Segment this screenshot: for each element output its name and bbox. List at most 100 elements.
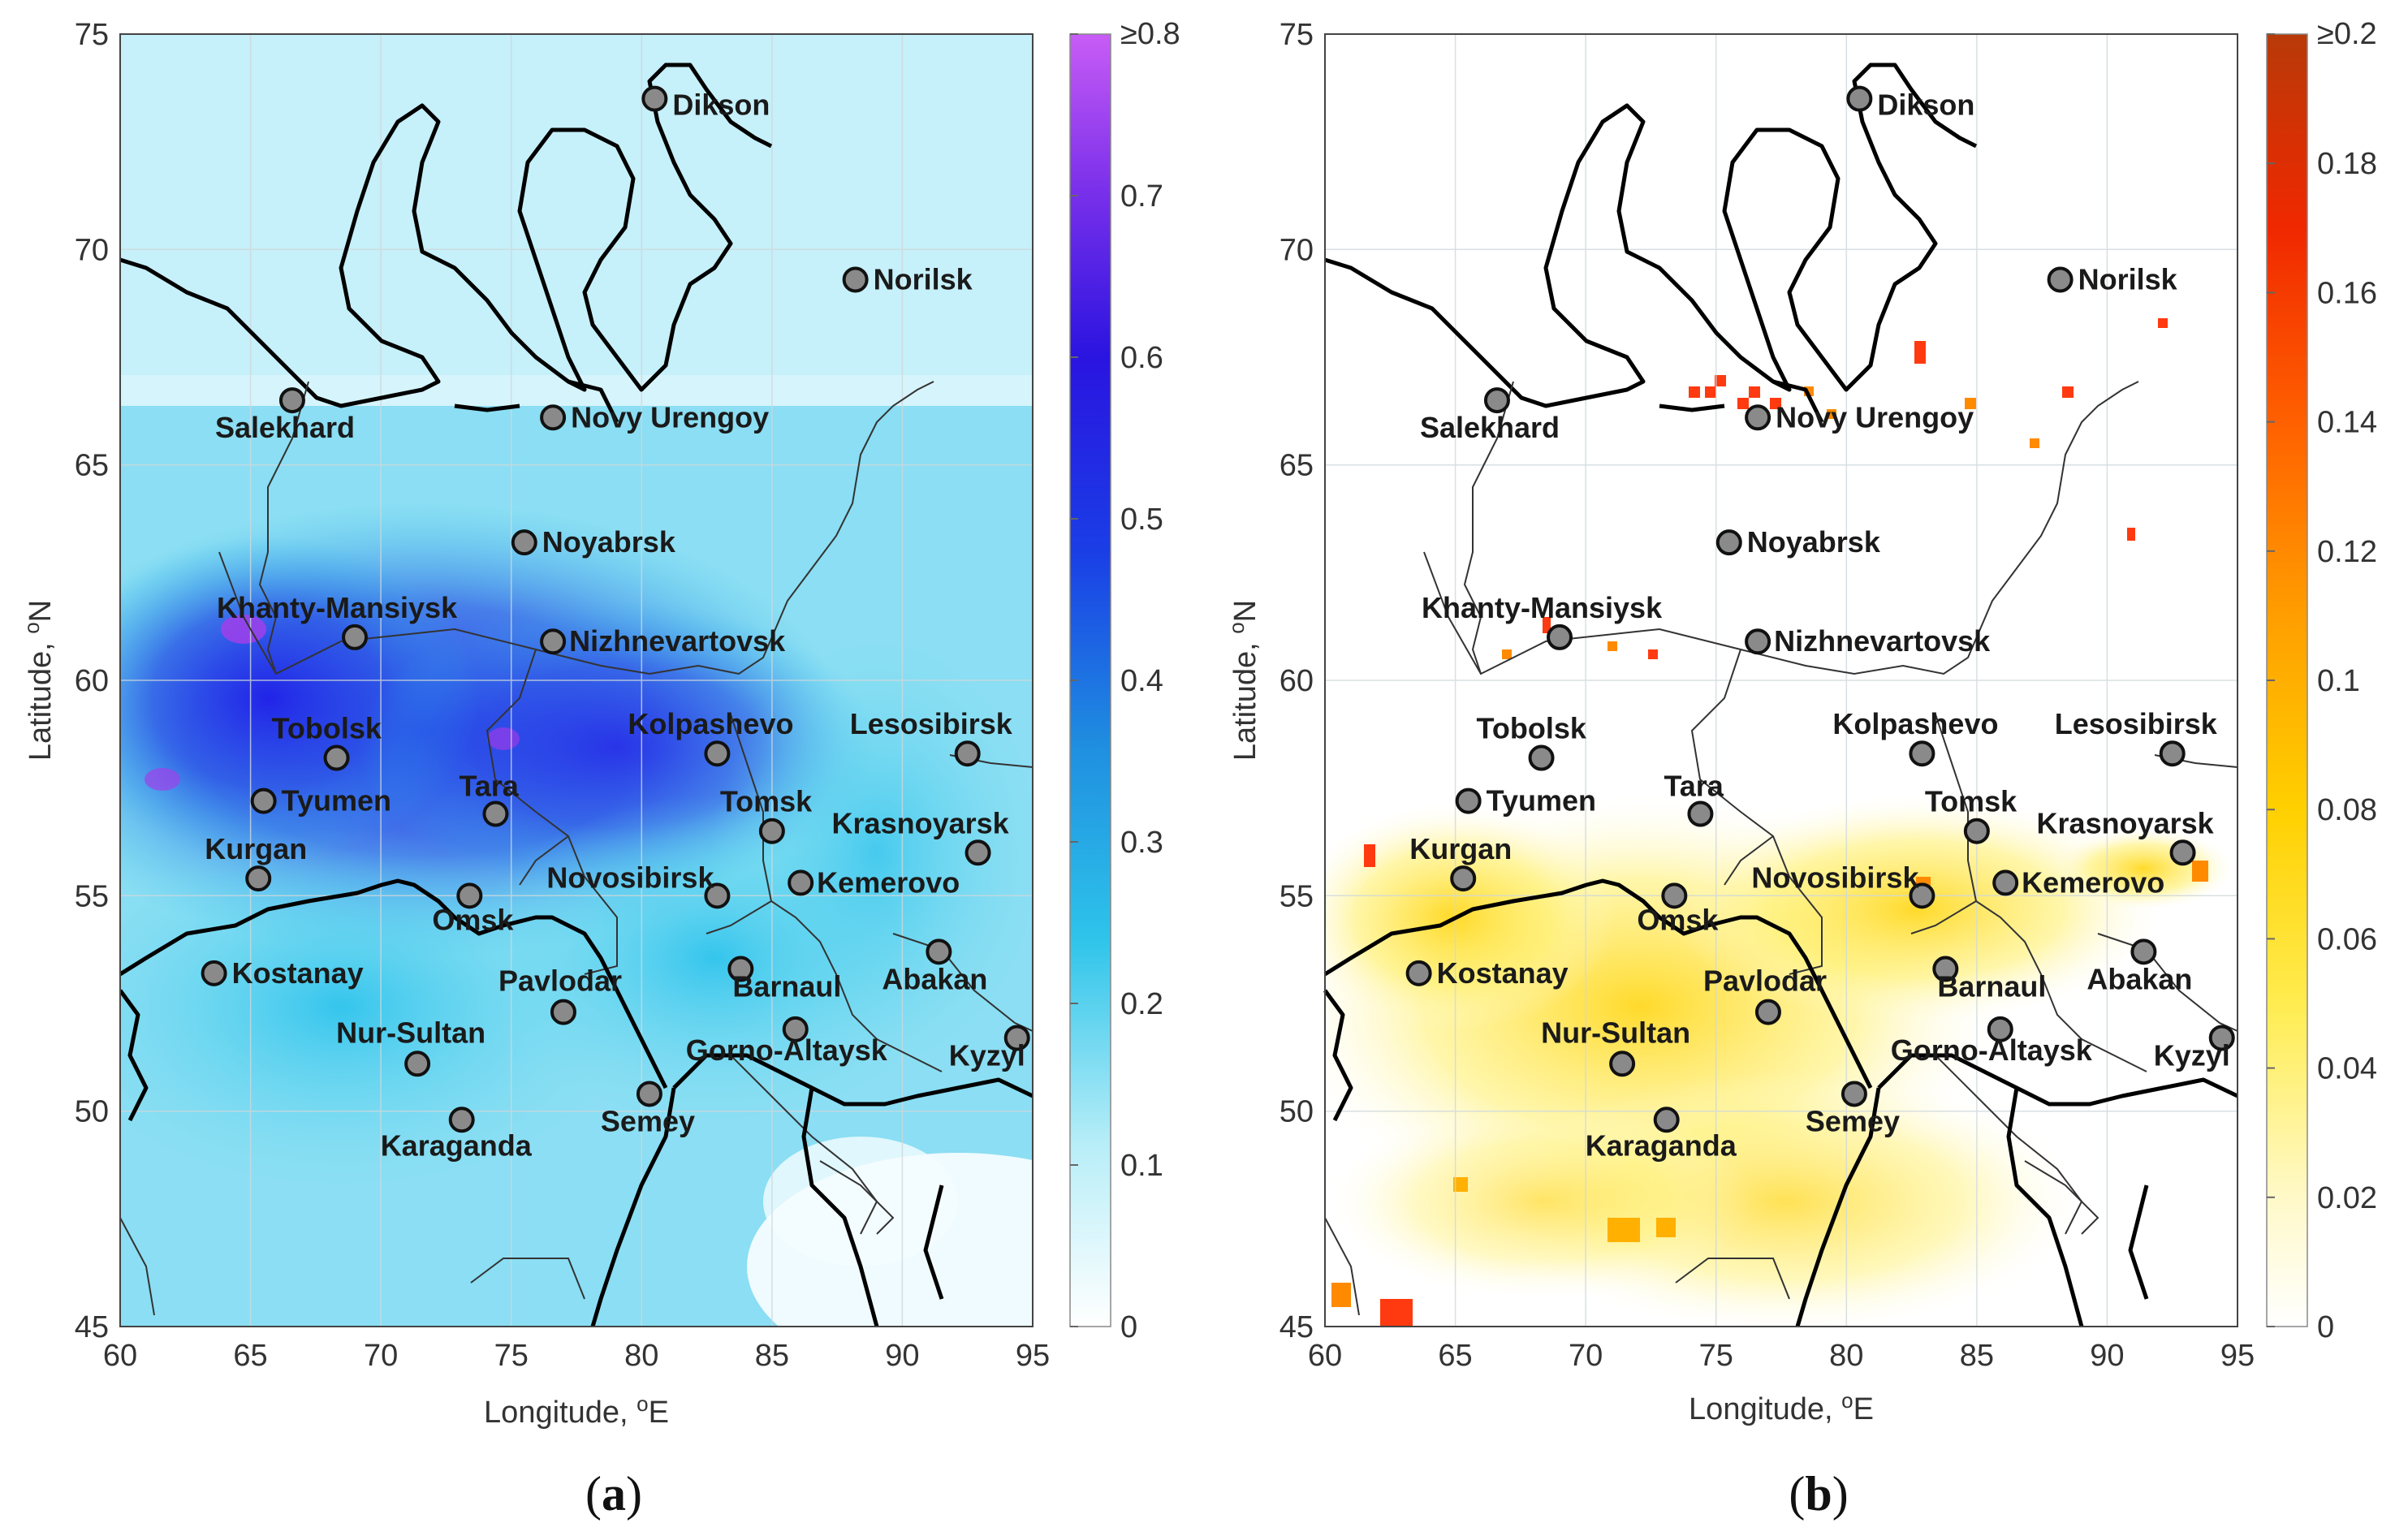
city-dot [842,266,869,293]
city-marker-tomsk: Tomsk [720,785,813,844]
city-dot [1992,869,2019,896]
city-marker-lesosibirsk: Lesosibirsk [850,707,1013,767]
city-label: Nizhnevartovsk [1774,624,1991,658]
city-label: Karaganda [1586,1128,1737,1162]
city-dot [1547,623,1573,650]
y-tick-label: 70 [1280,233,1314,267]
x-tick-label: 80 [1829,1339,1863,1373]
y-tick-label: 75 [1280,18,1314,52]
colorbar-tick-label: 0.06 [2317,922,2377,956]
city-dot [1653,1107,1680,1133]
city-marker-abakan: Abakan [2087,938,2192,995]
city-marker-tara: Tara [1664,770,1724,827]
colorbar-tick-label: 0.18 [2317,147,2377,181]
panel-b-caption: (b) [1789,1467,1848,1521]
colorbar-tick-label: 0.5 [1120,503,1163,537]
city-label: Kurgan [1409,832,1512,865]
x-tick-label: 85 [1960,1339,1994,1373]
colorbar-tick-label: 0.4 [1120,664,1163,698]
panel-a-x-axis-label: Longitude, oE [484,1391,669,1430]
colorbar-tick-label: 0.08 [2317,793,2377,827]
city-marker-kyzyl: Kyzyl [2154,1025,2235,1072]
x-tick-label: 60 [103,1339,137,1373]
city-label: Nizhnevartovsk [569,624,786,658]
city-marker-nur-sultan: Nur-Sultan [336,1016,485,1077]
panel-a-y-ticks: 45 50 55 60 65 70 75 [75,18,109,1344]
y-tick-label: 70 [75,233,109,267]
colorbar-tick-label: 0.6 [1120,341,1163,375]
city-label: Kolpashevo [628,707,793,740]
x-tick-label: 65 [1438,1339,1472,1373]
city-label: Tobolsk [272,712,382,745]
panel-b-hotspots [1331,318,2208,1327]
city-label: Nur-Sultan [1541,1016,1690,1049]
city-label: Dikson [1877,88,1974,122]
city-marker-nizhnevartovsk: Nizhnevartovsk [540,624,786,658]
city-marker-novy-urengoy: Novy Urengoy [1745,400,1974,434]
city-marker-norilsk: Norilsk [2047,262,2178,296]
city-label: Pavlodar [1703,964,1827,998]
city-marker-kemerovo: Kemerovo [1992,865,2164,899]
city-label: Semey [1806,1104,1900,1137]
city-marker-omsk: Omsk [1637,882,1719,936]
x-tick-label: 70 [1569,1339,1603,1373]
x-tick-label: 95 [2220,1339,2255,1373]
city-dot [323,744,350,771]
city-marker-novosibirsk: Novosibirsk [546,861,731,909]
city-dot [1963,818,1990,844]
colorbar-tick-label: 0 [2317,1310,2334,1344]
city-marker-kostanay: Kostanay [1405,956,1569,990]
city-label: Salekhard [1420,411,1560,444]
colorbar-tick-label: 0.3 [1120,826,1163,860]
city-dot [1745,404,1771,431]
city-label: Krasnoyarsk [2037,806,2215,839]
x-tick-label: 90 [2090,1339,2124,1373]
y-tick-label: 45 [75,1310,109,1344]
city-marker-kolpashevo: Kolpashevo [628,707,793,767]
colorbar-tick-label: ≥0.8 [1120,17,1180,51]
city-label: Kyzyl [949,1038,1025,1072]
city-marker-krasnoyarsk: Krasnoyarsk [832,806,1010,866]
city-marker-semey: Semey [1806,1081,1900,1137]
city-dot [758,818,785,844]
city-dot [1754,999,1781,1025]
panel-b-y-ticks: 45 50 55 60 65 70 75 [1280,18,1314,1344]
colorbar-tick-label: ≥0.2 [2317,17,2377,51]
y-tick-label: 45 [1280,1310,1314,1344]
x-tick-label: 85 [755,1339,789,1373]
city-dot [1450,865,1477,892]
city-marker-khanty-mansiysk: Khanty-Mansiysk [1422,591,1663,650]
city-marker-kostanay: Kostanay [201,956,364,990]
city-dot [1715,529,1742,556]
city-dot [1987,1016,2013,1042]
city-dot [1483,387,1510,414]
city-dot [1932,956,1959,982]
x-tick-label: 60 [1308,1339,1342,1373]
city-dot [636,1081,662,1107]
colorbar-tick-label: 0.1 [1120,1149,1163,1183]
city-dot [1528,744,1555,771]
city-marker-gorno-altaysk: Gorno-Altaysk [1891,1016,2093,1067]
city-marker-novosibirsk: Novosibirsk [1751,861,1935,909]
city-label: Khanty-Mansiysk [217,591,458,624]
city-label: Novosibirsk [546,861,714,894]
city-marker-salekhard: Salekhard [1420,387,1560,444]
city-label: Tomsk [720,785,813,818]
city-label: Khanty-Mansiysk [1422,591,1663,624]
city-dot [788,869,814,896]
panel-a-borders [120,381,1033,1316]
city-marker-tyumen: Tyumen [1455,784,1596,818]
city-label: Norilsk [874,262,973,296]
city-dot [278,387,305,414]
panel-a-frame [119,33,1034,1327]
city-marker-tobolsk: Tobolsk [1477,712,1587,771]
city-label: Tobolsk [1477,712,1587,745]
city-marker-omsk: Omsk [432,882,514,936]
city-label: Kemerovo [2022,865,2164,899]
panel-b-colorbar-ticks: 0 0.02 0.04 0.06 0.08 0.1 0.12 0.14 0.16 0.18 ≥0.2 [2267,17,2377,1344]
y-tick-label: 50 [1280,1095,1314,1129]
city-marker-dikson: Dikson [641,85,770,122]
city-dot [404,1051,431,1077]
colorbar-tick-label: 0 [1120,1310,1137,1344]
panel-b-coastlines [1324,63,1978,424]
